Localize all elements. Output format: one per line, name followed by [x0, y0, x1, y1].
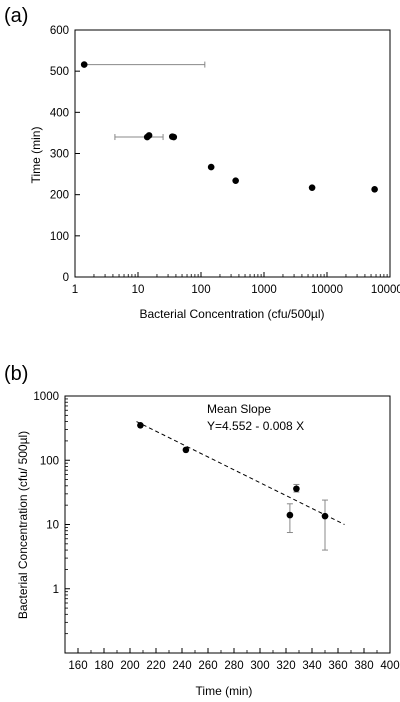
panel-b-x-tick-label: 300	[250, 660, 269, 672]
panel-b-x-tick-label: 340	[302, 660, 321, 672]
panel-b-data-point	[286, 511, 294, 519]
panel-b-y-ticks: 1 10 100 1000	[33, 391, 70, 635]
panel-b-x-tick-label: 400	[380, 660, 399, 672]
panel-a-y-tick-label: 500	[50, 66, 69, 78]
panel-b-y-axis-label: Bacterial Concentration (cfu/ 500µl)	[16, 431, 30, 619]
panel-a-y-tick-label: 300	[50, 149, 69, 161]
panel-b-y-tick-label: 1000	[33, 391, 59, 403]
panel-b-data-point	[293, 485, 300, 493]
panel-b-x-tick-label: 160	[68, 660, 87, 672]
panel-a-y-tick-label: 100	[50, 231, 69, 243]
panel-b-y-tick-label: 1	[53, 584, 59, 596]
panel-a-data-point	[145, 132, 153, 139]
panel-b-data-point	[321, 512, 329, 520]
panel-b-x-tick-label: 360	[328, 660, 347, 672]
panel-a-x-tick-label: 10	[132, 284, 145, 296]
panel-b-x-tick-label: 220	[146, 660, 165, 672]
panel-a-x-tick-label: 1000	[251, 284, 277, 296]
panel-b-x-tick-label: 200	[120, 660, 139, 672]
panel-a-x-tick-label: 100	[191, 284, 210, 296]
panel-a-data-point	[170, 133, 178, 141]
panel-b-label: (b)	[4, 363, 28, 385]
panel-a-data-point	[207, 163, 215, 171]
panel-b-x-tick-label: 280	[224, 660, 243, 672]
panel-b-data-point	[137, 421, 144, 429]
panel-b-y-tick-label: 10	[46, 520, 59, 532]
panel-b-x-tick-label: 240	[172, 660, 191, 672]
panel-a-label: (a)	[4, 5, 28, 27]
panel-a-y-axis-label: Time (min)	[29, 127, 43, 184]
panel-b-x-tick-label: 180	[94, 660, 113, 672]
panel-a-data-point	[371, 186, 378, 193]
panel-b-x-ticks: 160 180 200 220 240 260 280 300 320 340 360 380 400	[68, 648, 400, 672]
panel-b-y-tick-label: 100	[40, 455, 59, 467]
panel-a-data-point	[308, 184, 316, 191]
panel-a-plot-frame	[74, 29, 391, 278]
panel-b-data-marks	[136, 421, 345, 551]
panel-a-y-tick-label: 0	[63, 272, 69, 284]
panel-b-x-tick-label: 260	[198, 660, 217, 672]
panel-b-x-axis-label: Time (min)	[196, 684, 253, 698]
panel-b-annotation-equation: Y=4.552 - 0.008 X	[207, 419, 304, 433]
panel-a-data-point	[80, 61, 88, 68]
panel-a-y-tick-label: 200	[50, 190, 69, 202]
panel-a-x-tick-label: 1	[72, 284, 78, 296]
panel-a-x-axis-label: Bacterial Concentration (cfu/500µl)	[139, 307, 324, 321]
panel-a-y-ticks: 0 100 200 300 400 500 600	[50, 25, 80, 284]
panel-a-data-point	[232, 177, 239, 184]
panel-b-plot-frame	[64, 395, 391, 654]
panel-b-data-point	[182, 446, 190, 454]
panel-b: (b) 160 180 200 220 240 260 280 300 320 340 360 380…	[4, 363, 400, 698]
panel-b-x-tick-label: 320	[276, 660, 295, 672]
panel-b-x-tick-label: 380	[354, 660, 373, 672]
panel-a-y-tick-label: 400	[50, 107, 69, 119]
panel-b-annotation-title: Mean Slope	[207, 402, 271, 416]
panel-b-fit-line	[136, 421, 345, 525]
panel-a-y-tick-label: 600	[50, 25, 69, 37]
panel-a-data-marks	[80, 61, 378, 193]
panel-a-x-tick-label: 10000	[311, 284, 343, 296]
